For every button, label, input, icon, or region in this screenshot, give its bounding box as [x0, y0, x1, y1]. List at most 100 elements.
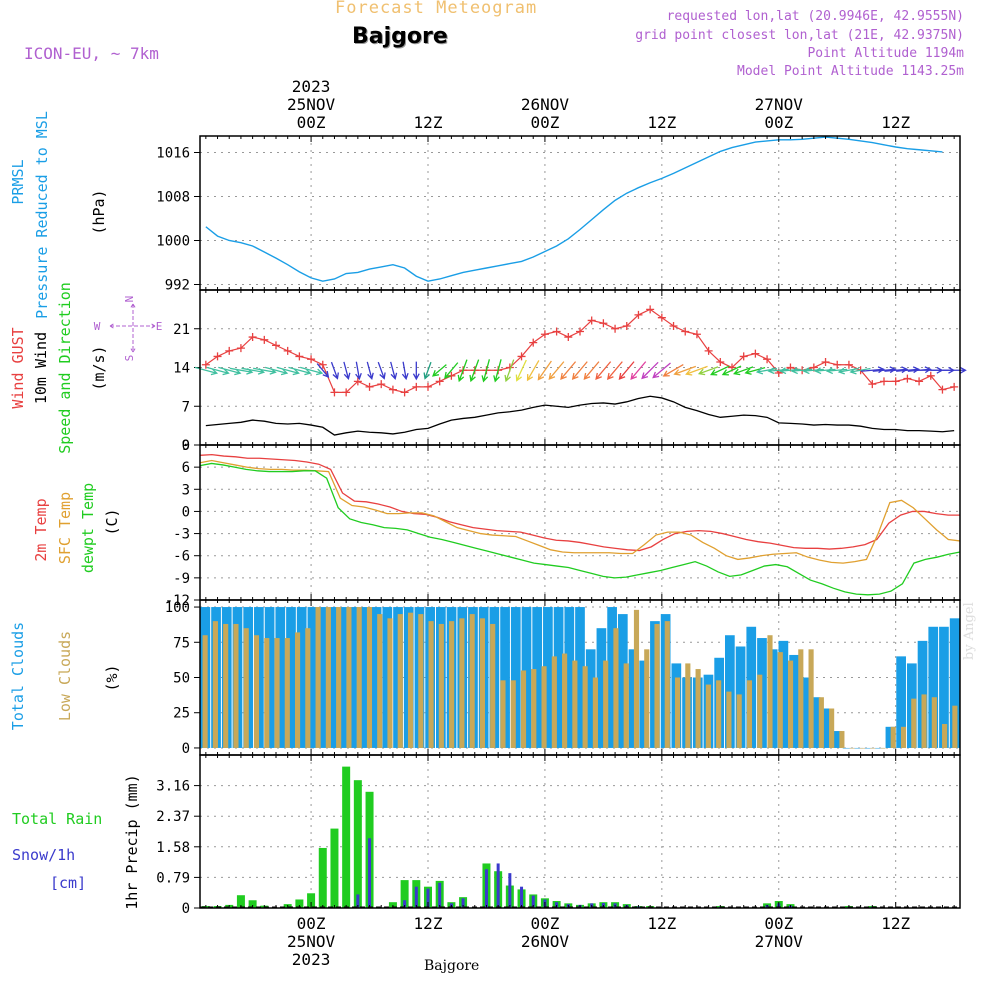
low-cloud-bar: [500, 680, 506, 748]
snow-bar: [403, 900, 407, 908]
wind-direction-arrow: [560, 361, 577, 380]
gust-marker: [435, 377, 444, 386]
wind-direction-arrow: [662, 364, 684, 377]
low-cloud-bar: [695, 669, 701, 748]
low-cloud-bar: [336, 607, 342, 748]
gust-marker: [634, 310, 643, 319]
snow-bar: [531, 895, 535, 908]
low-cloud-bar: [664, 621, 670, 748]
gust-marker: [388, 385, 397, 394]
gust-marker: [622, 321, 631, 330]
wind-direction-arrow: [767, 367, 789, 375]
gust-marker: [891, 377, 900, 386]
wind-direction-arrow: [355, 361, 362, 381]
low-cloud-bar: [829, 708, 835, 748]
rain-bar: [330, 828, 339, 908]
snow-bar: [368, 838, 372, 908]
total-cloud-bar: [939, 626, 949, 748]
low-cloud-bar: [305, 628, 311, 748]
snow-bar: [520, 886, 524, 908]
snow-legend-label: Snow/1h: [12, 846, 75, 864]
low-cloud-bar: [777, 652, 783, 748]
wind-direction-arrow: [571, 361, 588, 380]
temp-2m-label: 2m Temp: [32, 498, 50, 561]
low-cloud-bar: [798, 649, 804, 748]
time-label-top: 26NOV: [521, 95, 570, 114]
low-cloud-bar: [654, 623, 660, 748]
gust-line: [205, 308, 955, 394]
low-cloud-bar: [479, 618, 485, 748]
gust-marker: [552, 327, 561, 336]
low-cloud-bar: [202, 635, 208, 748]
gust-marker: [260, 335, 269, 344]
gust-marker: [646, 305, 655, 314]
low-cloud-bar: [859, 747, 865, 749]
rain-bar: [342, 766, 351, 908]
low-cloud-bar: [233, 623, 239, 748]
gust-marker: [517, 352, 526, 361]
snow-bar: [356, 894, 360, 908]
gust-marker: [880, 377, 888, 386]
time-label-bottom: 00Z: [297, 914, 326, 933]
gust-marker: [611, 324, 620, 333]
panel-frame-pressure: [199, 135, 961, 291]
total-cloud-bar: [339, 607, 350, 748]
time-label-bottom: 00Z: [530, 914, 559, 933]
wind-direction-arrow: [431, 364, 447, 377]
low-cloud-bar: [880, 747, 886, 749]
wind-direction-arrow: [673, 365, 697, 376]
total-cloud-bar: [286, 607, 296, 748]
gust-marker: [669, 321, 678, 330]
time-label-bottom: 00Z: [764, 914, 793, 933]
wind-direction-arrow: [884, 366, 909, 374]
y-tick-label: 9: [182, 438, 190, 454]
total-cloud-bar: [596, 628, 607, 748]
gust-marker: [342, 388, 351, 397]
low-cloud-bar: [315, 607, 321, 748]
wind-direction-arrow: [457, 359, 468, 383]
wind-direction-arrow: [755, 367, 778, 375]
wind-direction-arrow: [412, 361, 420, 381]
gust-marker: [377, 380, 386, 389]
wind-direction-arrow: [733, 366, 754, 376]
wind-direction-arrow: [849, 367, 871, 375]
gust-marker: [424, 382, 432, 391]
low-cloud-bar: [243, 628, 249, 748]
low-cloud-bar: [459, 618, 465, 748]
wind-direction-arrow: [710, 365, 730, 376]
low-cloud-bar: [808, 649, 814, 748]
snow-unit-label: [cm]: [50, 874, 86, 892]
wind-gust-label: Wind GUST: [9, 327, 27, 408]
total-cloud-bar: [371, 607, 382, 748]
wind-direction-arrow: [469, 359, 480, 383]
low-cloud-bar: [366, 607, 373, 748]
low-cloud-bar: [295, 632, 301, 748]
gust-marker: [400, 388, 409, 397]
low-cloud-bar: [736, 694, 742, 748]
time-label-bottom: 25NOV: [287, 932, 336, 951]
compass-north: N: [123, 296, 136, 303]
gust-marker: [704, 346, 713, 355]
low-cloud-bar: [870, 747, 876, 749]
footer-location: Bajgore: [424, 958, 480, 974]
y-tick-label: 1016: [156, 146, 190, 162]
wind-direction-arrow: [366, 361, 374, 380]
y-tick-label: 2.37: [156, 809, 190, 825]
wind-direction-arrow: [721, 365, 742, 376]
total-cloud-bar: [928, 626, 939, 748]
y-tick-label: 3: [182, 482, 190, 498]
y-tick-label: 21: [173, 322, 190, 338]
total-cloud-bar: [521, 607, 532, 748]
total-cloud-bar: [896, 656, 906, 748]
low-cloud-bar: [849, 747, 855, 749]
wind-direction-arrow: [423, 361, 432, 380]
gust-marker: [950, 382, 959, 391]
total-cloud-bar: [821, 708, 832, 748]
low-cloud-bar: [541, 666, 547, 748]
low-cloud-bar: [839, 731, 845, 748]
wind-direction-arrow: [630, 361, 647, 380]
wind-direction-arrow: [537, 360, 552, 381]
total-cloud-bar: [264, 607, 275, 748]
gust-marker: [412, 382, 421, 391]
wind-direction-arrow: [218, 366, 242, 376]
